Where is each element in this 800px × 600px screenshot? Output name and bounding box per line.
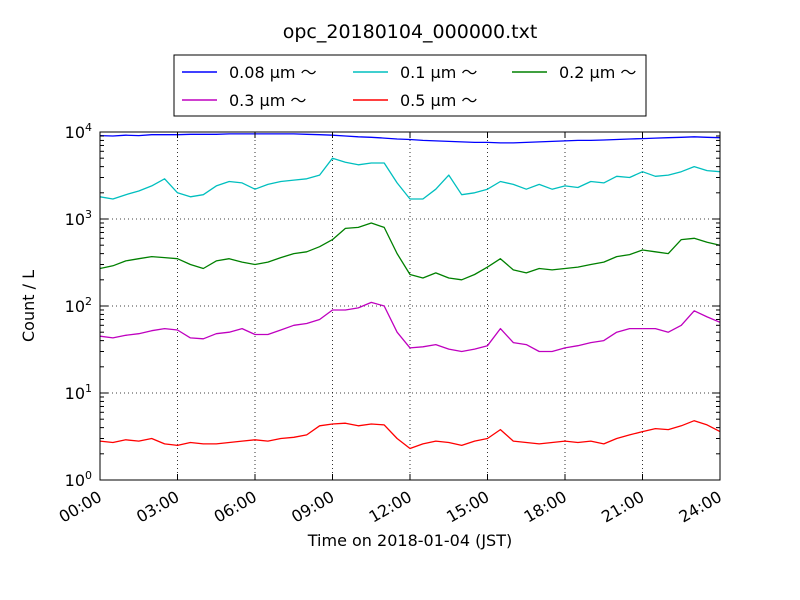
series-line-1	[99, 157, 721, 200]
series-line-3	[99, 301, 721, 353]
series-lines	[99, 133, 721, 450]
legend-box	[173, 54, 647, 117]
chart-title: opc_20180104_000000.txt	[283, 21, 538, 43]
legend-label-4: 0.5 μm ～	[400, 91, 477, 110]
y-tick-label: 104	[65, 121, 92, 142]
x-axis-label: Time on 2018-01-04 (JST)	[307, 531, 512, 550]
y-axis-label: Count / L	[19, 270, 38, 342]
legend-label-3: 0.3 μm ～	[229, 91, 306, 110]
legend-label-1: 0.1 μm ～	[400, 63, 477, 82]
grid-lines	[100, 132, 720, 480]
legend-label-0: 0.08 μm ～	[229, 63, 317, 82]
series-line-2	[99, 222, 721, 281]
y-tick-label: 102	[65, 295, 92, 316]
legend: 0.08 μm ～ 0.1 μm ～ 0.2 μm ～ 0.3 μm ～ 0.5 μm …	[173, 54, 647, 117]
y-tick-label: 103	[65, 208, 92, 229]
y-tick-label: 101	[65, 382, 92, 403]
series-line-4	[99, 420, 721, 450]
series-line-0	[99, 133, 721, 144]
legend-label-2: 0.2 μm ～	[559, 63, 636, 82]
y-tick-label: 100	[65, 469, 92, 490]
